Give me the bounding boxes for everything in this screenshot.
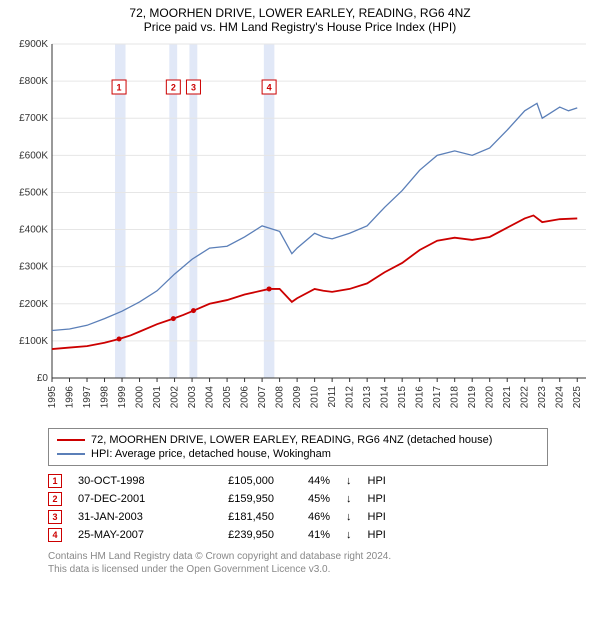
sale-marker-icon: 1 bbox=[48, 474, 62, 488]
legend-swatch bbox=[57, 439, 85, 441]
sale-price: £159,950 bbox=[194, 493, 274, 505]
x-tick-label: 1995 bbox=[47, 386, 58, 409]
sale-marker-icon: 2 bbox=[48, 492, 62, 506]
footnote-line-2: This data is licensed under the Open Gov… bbox=[48, 563, 592, 576]
x-tick-label: 2012 bbox=[345, 386, 356, 409]
x-tick-label: 1998 bbox=[100, 386, 111, 409]
sale-row: 1 30-OCT-1998 £105,000 44% ↓ HPI bbox=[48, 472, 592, 490]
series-hpi bbox=[52, 103, 577, 330]
x-tick-label: 2011 bbox=[327, 386, 338, 408]
sale-vs: HPI bbox=[368, 493, 386, 505]
sale-point bbox=[267, 286, 272, 291]
x-tick-label: 2003 bbox=[187, 386, 198, 409]
y-tick-label: £900K bbox=[19, 40, 48, 50]
footnote: Contains HM Land Registry data © Crown c… bbox=[48, 550, 592, 576]
legend-label: 72, MOORHEN DRIVE, LOWER EARLEY, READING… bbox=[91, 434, 492, 446]
sale-pct: 46% bbox=[290, 511, 330, 523]
sales-table: 1 30-OCT-1998 £105,000 44% ↓ HPI 2 07-DEC-2001 £… bbox=[48, 472, 592, 544]
x-tick-label: 2018 bbox=[450, 386, 461, 409]
chart-container: 72, MOORHEN DRIVE, LOWER EARLEY, READING… bbox=[0, 0, 600, 620]
x-tick-label: 2015 bbox=[397, 386, 408, 409]
x-tick-label: 2025 bbox=[572, 386, 583, 409]
down-arrow-icon: ↓ bbox=[346, 511, 352, 523]
y-tick-label: £400K bbox=[19, 225, 48, 236]
y-tick-label: £500K bbox=[19, 187, 48, 198]
sale-price: £239,950 bbox=[194, 529, 274, 541]
x-tick-label: 2004 bbox=[205, 386, 216, 409]
sale-vs: HPI bbox=[368, 511, 386, 523]
y-tick-label: £0 bbox=[37, 373, 49, 384]
sale-vs: HPI bbox=[368, 529, 386, 541]
sale-price: £181,450 bbox=[194, 511, 274, 523]
sale-pct: 41% bbox=[290, 529, 330, 541]
x-tick-label: 2006 bbox=[240, 386, 251, 409]
x-tick-label: 2007 bbox=[257, 386, 268, 409]
sale-date: 25-MAY-2007 bbox=[78, 529, 178, 541]
x-tick-label: 2017 bbox=[432, 386, 443, 409]
sale-price: £105,000 bbox=[194, 475, 274, 487]
y-tick-label: £100K bbox=[19, 336, 48, 347]
footnote-line-1: Contains HM Land Registry data © Crown c… bbox=[48, 550, 592, 563]
chart-area: £0 £100K £200K £300K £400K £500K £600K £700K £80… bbox=[8, 40, 592, 420]
x-tick-label: 2001 bbox=[152, 386, 163, 409]
x-tick-label: 2009 bbox=[292, 386, 303, 409]
x-tick-label: 1999 bbox=[117, 386, 128, 409]
x-tick-label: 2024 bbox=[555, 386, 566, 409]
chart-subtitle: Price paid vs. HM Land Registry's House … bbox=[8, 20, 592, 34]
x-tick-label: 2022 bbox=[520, 386, 531, 409]
x-tick-label: 2013 bbox=[362, 386, 373, 409]
sale-point bbox=[191, 308, 196, 313]
sale-point bbox=[171, 316, 176, 321]
sale-marker-icon: 4 bbox=[48, 528, 62, 542]
sale-row: 2 07-DEC-2001 £159,950 45% ↓ HPI bbox=[48, 490, 592, 508]
sale-date: 30-OCT-1998 bbox=[78, 475, 178, 487]
sale-marker-label: 4 bbox=[267, 83, 272, 93]
legend: 72, MOORHEN DRIVE, LOWER EARLEY, READING… bbox=[48, 428, 548, 466]
sale-pct: 45% bbox=[290, 493, 330, 505]
sale-date: 07-DEC-2001 bbox=[78, 493, 178, 505]
y-tick-label: £800K bbox=[19, 76, 48, 87]
down-arrow-icon: ↓ bbox=[346, 475, 352, 487]
x-tick-label: 2000 bbox=[135, 386, 146, 409]
down-arrow-icon: ↓ bbox=[346, 493, 352, 505]
y-tick-label: £700K bbox=[19, 113, 48, 124]
x-tick-label: 2008 bbox=[275, 386, 286, 409]
sale-pct: 44% bbox=[290, 475, 330, 487]
legend-row: 72, MOORHEN DRIVE, LOWER EARLEY, READING… bbox=[57, 433, 539, 447]
x-tick-label: 2021 bbox=[502, 386, 513, 409]
legend-row: HPI: Average price, detached house, Woki… bbox=[57, 447, 539, 461]
chart-title: 72, MOORHEN DRIVE, LOWER EARLEY, READING… bbox=[8, 6, 592, 20]
x-tick-label: 2016 bbox=[415, 386, 426, 409]
x-tick-label: 2019 bbox=[467, 386, 478, 409]
x-tick-label: 1996 bbox=[65, 386, 76, 409]
x-tick-label: 2014 bbox=[380, 386, 391, 409]
chart-svg: £0 £100K £200K £300K £400K £500K £600K £700K £80… bbox=[8, 40, 592, 420]
legend-label: HPI: Average price, detached house, Woki… bbox=[91, 448, 331, 460]
x-tick-label: 2023 bbox=[537, 386, 548, 409]
x-tick-label: 2002 bbox=[170, 386, 181, 409]
series-property bbox=[52, 215, 577, 349]
sale-marker-label: 3 bbox=[191, 83, 196, 93]
down-arrow-icon: ↓ bbox=[346, 529, 352, 541]
sale-marker-label: 2 bbox=[171, 83, 176, 93]
sale-row: 3 31-JAN-2003 £181,450 46% ↓ HPI bbox=[48, 508, 592, 526]
legend-swatch bbox=[57, 453, 85, 455]
sale-marker-icon: 3 bbox=[48, 510, 62, 524]
sale-row: 4 25-MAY-2007 £239,950 41% ↓ HPI bbox=[48, 526, 592, 544]
sale-point bbox=[117, 337, 122, 342]
y-tick-label: £200K bbox=[19, 299, 48, 310]
sale-marker-label: 1 bbox=[117, 83, 122, 93]
x-tick-label: 2010 bbox=[310, 386, 321, 409]
x-tick-label: 2005 bbox=[222, 386, 233, 409]
x-tick-label: 1997 bbox=[82, 386, 93, 409]
y-tick-label: £300K bbox=[19, 262, 48, 273]
sale-vs: HPI bbox=[368, 475, 386, 487]
x-tick-label: 2020 bbox=[485, 386, 496, 409]
y-tick-label: £600K bbox=[19, 150, 48, 161]
sale-date: 31-JAN-2003 bbox=[78, 511, 178, 523]
